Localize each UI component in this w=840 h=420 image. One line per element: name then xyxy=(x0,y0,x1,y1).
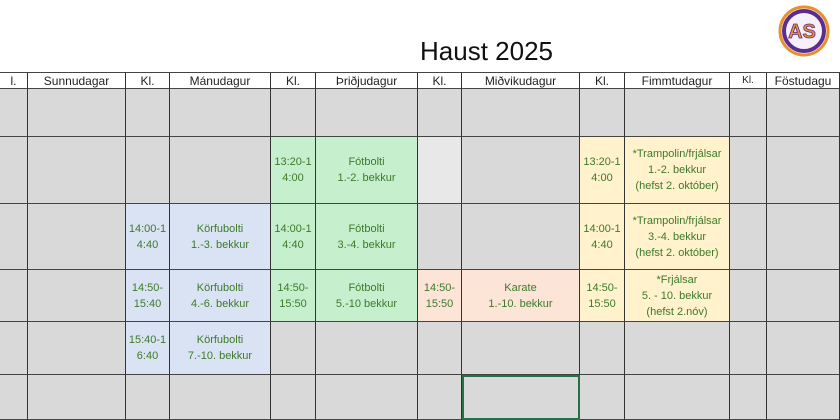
activity-cell[interactable]: Karate 1.-10. bekkur xyxy=(462,270,580,322)
club-logo: AS xyxy=(778,5,830,57)
empty-cell[interactable] xyxy=(418,322,462,375)
activity-cell[interactable]: Fótbolti 1.-2. bekkur xyxy=(316,137,418,204)
activity-cell[interactable]: *Trampolin/frjálsar 1.-2. bekkur (hefst … xyxy=(625,137,730,204)
column-header[interactable]: Kl. xyxy=(730,72,767,89)
empty-cell[interactable] xyxy=(170,137,271,204)
empty-cell[interactable] xyxy=(767,137,840,204)
empty-cell[interactable] xyxy=(28,89,126,137)
time-cell[interactable]: 14:50- 15:50 xyxy=(271,270,316,322)
activity-cell[interactable]: *Frjálsar 5. - 10. bekkur (hefst 2.nóv) xyxy=(625,270,730,322)
time-cell[interactable]: 14:50- 15:40 xyxy=(126,270,170,322)
empty-cell[interactable] xyxy=(0,137,28,204)
empty-cell[interactable] xyxy=(462,89,580,137)
time-cell[interactable]: 14:50- 15:50 xyxy=(418,270,462,322)
time-cell[interactable]: 13:20-1 4:00 xyxy=(580,137,625,204)
empty-cell[interactable] xyxy=(28,137,126,204)
column-header[interactable]: Föstudagu xyxy=(767,72,840,89)
empty-cell[interactable] xyxy=(418,137,462,204)
column-header[interactable]: Fimmtudagur xyxy=(625,72,730,89)
empty-cell[interactable] xyxy=(462,322,580,375)
empty-cell[interactable] xyxy=(28,375,126,420)
svg-text:AS: AS xyxy=(788,21,816,43)
time-cell[interactable]: 14:00-1 4:40 xyxy=(271,204,316,270)
empty-cell[interactable] xyxy=(316,322,418,375)
activity-cell[interactable]: Fótbolti 3.-4. bekkur xyxy=(316,204,418,270)
empty-cell[interactable] xyxy=(170,89,271,137)
schedule-grid: l. Sunnudagar Kl. Mánudagur Kl. Þriðjudagur Kl… xyxy=(0,72,840,420)
time-cell[interactable]: 13:20-1 4:00 xyxy=(271,137,316,204)
empty-cell[interactable] xyxy=(0,270,28,322)
empty-cell[interactable] xyxy=(0,375,28,420)
time-cell[interactable]: 14:00-1 4:40 xyxy=(580,204,625,270)
empty-cell[interactable] xyxy=(170,375,271,420)
column-header[interactable]: l. xyxy=(0,72,28,89)
time-cell[interactable]: 14:50- 15:50 xyxy=(580,270,625,322)
empty-cell[interactable] xyxy=(0,89,28,137)
activity-cell[interactable]: Körfubolti 7.-10. bekkur xyxy=(170,322,271,375)
empty-cell[interactable] xyxy=(730,204,767,270)
empty-cell[interactable] xyxy=(0,204,28,270)
empty-cell[interactable] xyxy=(126,375,170,420)
empty-cell[interactable] xyxy=(462,204,580,270)
empty-cell[interactable] xyxy=(730,270,767,322)
empty-cell[interactable] xyxy=(316,375,418,420)
column-header[interactable]: Sunnudagar xyxy=(28,72,126,89)
empty-cell[interactable] xyxy=(730,89,767,137)
time-cell[interactable]: 15:40-1 6:40 xyxy=(126,322,170,375)
empty-cell[interactable] xyxy=(767,375,840,420)
empty-cell[interactable] xyxy=(580,375,625,420)
empty-cell[interactable] xyxy=(730,322,767,375)
activity-cell[interactable]: *Trampolin/frjálsar 3.-4. bekkur (hefst … xyxy=(625,204,730,270)
empty-cell[interactable] xyxy=(28,204,126,270)
empty-cell[interactable] xyxy=(271,375,316,420)
empty-cell[interactable] xyxy=(28,322,126,375)
empty-cell[interactable] xyxy=(767,89,840,137)
activity-cell[interactable]: Fótbolti 5.-10 bekkur xyxy=(316,270,418,322)
activity-cell[interactable]: Körfubolti 1.-3. bekkur xyxy=(170,204,271,270)
empty-cell[interactable] xyxy=(126,137,170,204)
empty-cell[interactable] xyxy=(580,322,625,375)
empty-cell[interactable] xyxy=(271,89,316,137)
empty-cell[interactable] xyxy=(767,270,840,322)
empty-cell[interactable] xyxy=(418,375,462,420)
empty-cell[interactable] xyxy=(462,137,580,204)
activity-cell[interactable]: Körfubolti 4.-6. bekkur xyxy=(170,270,271,322)
empty-cell[interactable] xyxy=(767,204,840,270)
time-cell[interactable]: 14:00-1 4:40 xyxy=(126,204,170,270)
empty-cell[interactable] xyxy=(28,270,126,322)
column-header[interactable]: Kl. xyxy=(126,72,170,89)
empty-cell[interactable] xyxy=(462,375,580,420)
empty-cell[interactable] xyxy=(730,375,767,420)
empty-cell[interactable] xyxy=(316,89,418,137)
empty-cell[interactable] xyxy=(580,89,625,137)
empty-cell[interactable] xyxy=(418,89,462,137)
empty-cell[interactable] xyxy=(625,375,730,420)
column-header[interactable]: Kl. xyxy=(418,72,462,89)
empty-cell[interactable] xyxy=(625,322,730,375)
column-header[interactable]: Mánudagur xyxy=(170,72,271,89)
empty-cell[interactable] xyxy=(418,204,462,270)
column-header[interactable]: Kl. xyxy=(580,72,625,89)
empty-cell[interactable] xyxy=(625,89,730,137)
empty-cell[interactable] xyxy=(767,322,840,375)
page-title: Haust 2025 xyxy=(420,36,553,66)
empty-cell[interactable] xyxy=(126,89,170,137)
empty-cell[interactable] xyxy=(730,137,767,204)
empty-cell[interactable] xyxy=(271,322,316,375)
column-header[interactable]: Kl. xyxy=(271,72,316,89)
empty-cell[interactable] xyxy=(0,322,28,375)
column-header[interactable]: Þriðjudagur xyxy=(316,72,418,89)
column-header[interactable]: Miðvikudagur xyxy=(462,72,580,89)
